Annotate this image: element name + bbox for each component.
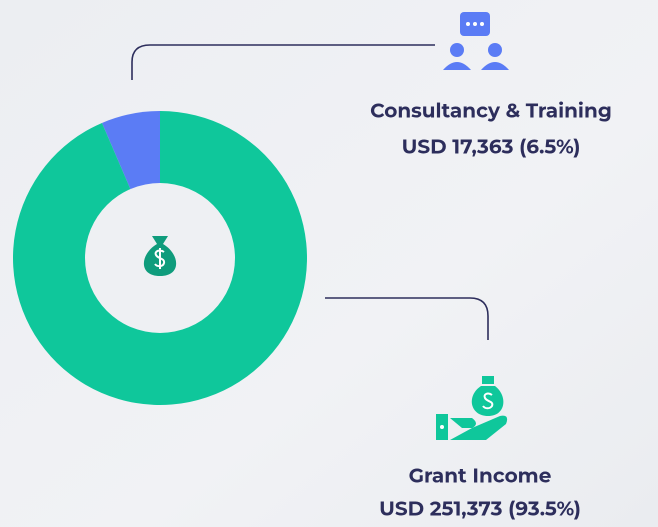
connector <box>325 297 489 340</box>
people-icon <box>443 12 509 70</box>
value-label: USD 251,373 (93.5%) <box>379 497 581 521</box>
money-bag-icon <box>143 236 177 276</box>
hand-money-icon <box>436 376 508 440</box>
category-label: Consultancy & Training <box>370 99 612 123</box>
value-label: USD 17,363 (6.5%) <box>402 135 581 159</box>
category-label: Grant Income <box>409 464 552 488</box>
connector <box>131 44 435 80</box>
